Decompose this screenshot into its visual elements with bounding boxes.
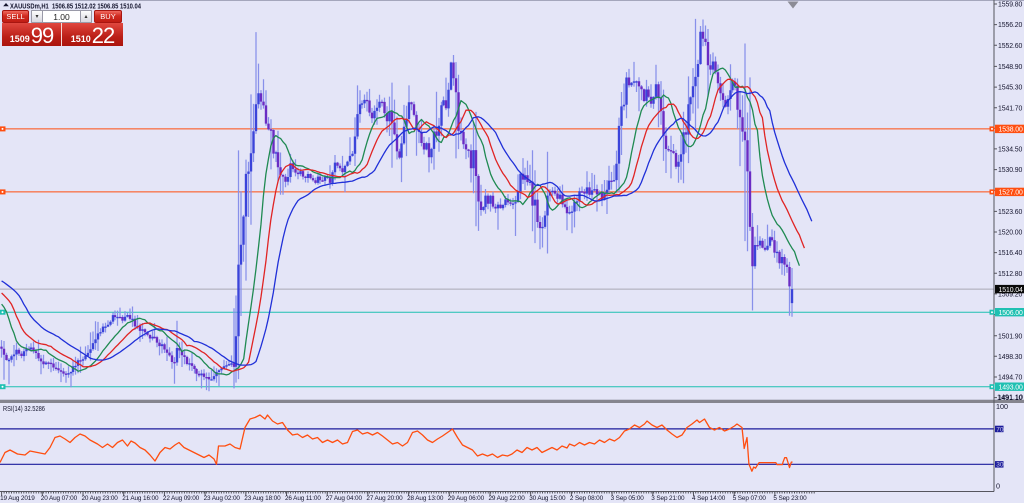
svg-text:1552.60: 1552.60 xyxy=(998,43,1022,50)
svg-text:1559.80: 1559.80 xyxy=(998,2,1022,9)
svg-text:1516.40: 1516.40 xyxy=(998,250,1022,257)
svg-text:1512.80: 1512.80 xyxy=(998,271,1022,278)
svg-text:1538.00: 1538.00 xyxy=(999,127,1023,134)
svg-text:30 Aug 15:00: 30 Aug 15:00 xyxy=(529,495,566,502)
svg-text:29 Aug 22:00: 29 Aug 22:00 xyxy=(489,495,526,502)
svg-text:1523.60: 1523.60 xyxy=(998,209,1022,216)
svg-text:RSI(14) 32.5286: RSI(14) 32.5286 xyxy=(3,406,45,413)
svg-text:4 Sep 14:00: 4 Sep 14:00 xyxy=(692,495,726,502)
svg-text:20 Aug 23:00: 20 Aug 23:00 xyxy=(82,495,119,502)
svg-text:23 Aug 02:00: 23 Aug 02:00 xyxy=(204,495,241,502)
svg-text:1545.30: 1545.30 xyxy=(998,85,1022,92)
svg-text:1530.90: 1530.90 xyxy=(998,167,1022,174)
svg-text:5 Sep 23:00: 5 Sep 23:00 xyxy=(773,495,807,502)
svg-text:1493.00: 1493.00 xyxy=(999,384,1023,391)
svg-text:30: 30 xyxy=(996,462,1004,469)
svg-text:70: 70 xyxy=(996,426,1004,433)
svg-text:3 Sep 21:00: 3 Sep 21:00 xyxy=(651,495,685,502)
svg-text:1501.90: 1501.90 xyxy=(998,333,1022,340)
svg-text:26 Aug 11:00: 26 Aug 11:00 xyxy=(285,495,321,502)
svg-text:19 Aug 2019: 19 Aug 2019 xyxy=(0,495,35,502)
svg-text:1498.30: 1498.30 xyxy=(998,354,1022,361)
svg-text:XAUUSDm,H1 1506.85 1512.02 15: XAUUSDm,H1 1506.85 1512.02 1506.85 1510.… xyxy=(10,2,142,11)
svg-text:2 Sep 08:00: 2 Sep 08:00 xyxy=(570,495,604,502)
svg-text:29 Aug 06:00: 29 Aug 06:00 xyxy=(448,495,485,502)
svg-text:23 Aug 18:00: 23 Aug 18:00 xyxy=(244,495,281,502)
svg-text:21 Aug 16:00: 21 Aug 16:00 xyxy=(122,495,159,502)
svg-text:1548.90: 1548.90 xyxy=(998,64,1022,71)
svg-text:27 Aug 04:00: 27 Aug 04:00 xyxy=(326,495,363,502)
svg-text:1491.10: 1491.10 xyxy=(998,395,1022,402)
svg-text:1556.20: 1556.20 xyxy=(998,22,1022,29)
svg-text:1494.70: 1494.70 xyxy=(998,375,1022,382)
svg-text:1527.00: 1527.00 xyxy=(999,190,1023,197)
svg-text:1534.50: 1534.50 xyxy=(998,147,1022,154)
svg-text:1506.00: 1506.00 xyxy=(999,310,1023,317)
svg-text:1541.70: 1541.70 xyxy=(998,105,1022,112)
svg-text:0: 0 xyxy=(996,482,1000,491)
svg-text:1510.04: 1510.04 xyxy=(999,287,1023,294)
svg-text:1491.10: 1491.10 xyxy=(997,393,1023,402)
svg-text:22 Aug 09:00: 22 Aug 09:00 xyxy=(163,495,200,502)
svg-text:28 Aug 13:00: 28 Aug 13:00 xyxy=(407,495,444,502)
svg-text:27 Aug 20:00: 27 Aug 20:00 xyxy=(366,495,403,502)
svg-text:100: 100 xyxy=(996,402,1008,411)
svg-text:5 Sep 07:00: 5 Sep 07:00 xyxy=(733,495,767,502)
svg-text:20 Aug 07:00: 20 Aug 07:00 xyxy=(41,495,78,502)
svg-text:1509.20: 1509.20 xyxy=(998,292,1022,299)
svg-text:3 Sep 05:00: 3 Sep 05:00 xyxy=(611,495,645,502)
svg-text:1520.00: 1520.00 xyxy=(998,230,1022,237)
